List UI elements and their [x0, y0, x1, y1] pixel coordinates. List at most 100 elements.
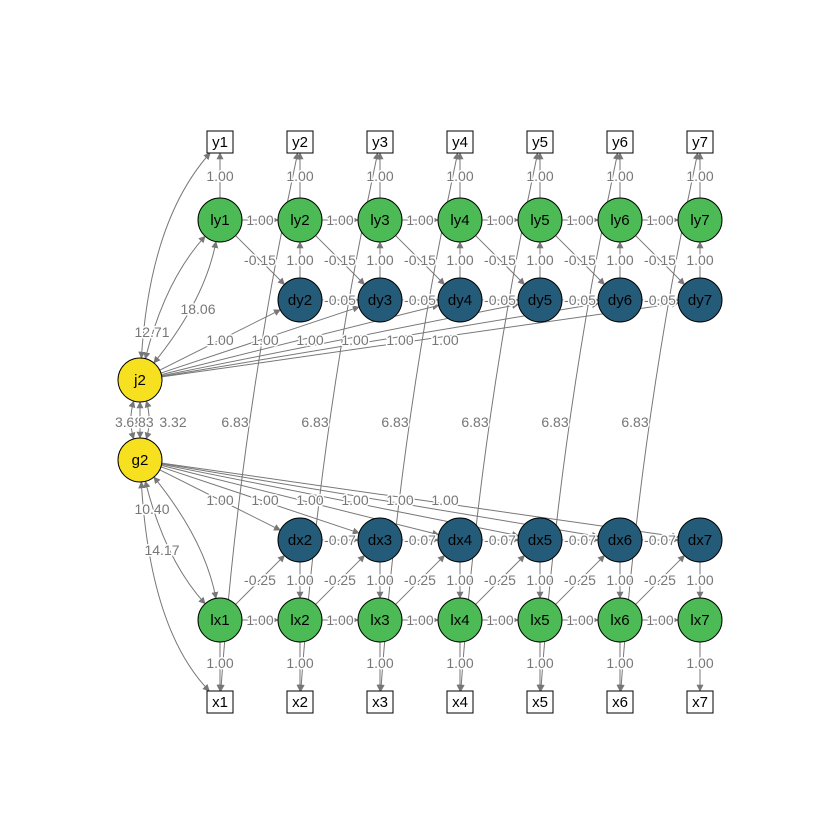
node-label: dy7 [688, 292, 712, 309]
loading-label-x: 1.00 [366, 655, 393, 671]
loading-label-y: 1.00 [286, 168, 313, 184]
ar-x-label: -0.25 [484, 572, 516, 588]
dy-ly-label: 1.00 [686, 252, 713, 268]
observed-box [286, 690, 314, 714]
slope-label-x: 1.00 [296, 492, 323, 508]
node-dy7: dy7 [677, 277, 723, 323]
node-y3: y3 [366, 130, 394, 154]
loading-label-y: 1.00 [366, 168, 393, 184]
node-dy2: dy2 [277, 277, 323, 323]
node-ly1: ly1 [197, 197, 243, 243]
latent-circle [517, 277, 563, 323]
dx-lx-label: 1.00 [446, 572, 473, 588]
loading-label-x: 1.00 [686, 655, 713, 671]
loading-label-y: 1.00 [686, 168, 713, 184]
node-y6: y6 [606, 130, 634, 154]
latent-circle [677, 517, 723, 563]
node-label: lx6 [610, 612, 629, 629]
latent-circle [517, 517, 563, 563]
node-label: dy2 [288, 292, 312, 309]
dx-lx-label: 1.00 [606, 572, 633, 588]
observed-box [286, 130, 314, 154]
slope-label-y: 1.00 [341, 332, 368, 348]
slope-label-x: 1.00 [341, 492, 368, 508]
slope-label-y: 1.00 [206, 332, 233, 348]
node-lx3: lx3 [357, 597, 403, 643]
latent-circle [357, 197, 403, 243]
node-j2: j2 [117, 357, 163, 403]
node-label: dy5 [528, 292, 552, 309]
dy-ar-label: -0.05 [644, 292, 676, 308]
node-ly6: ly6 [597, 197, 643, 243]
nodes-layer: y1 y2 y3 y4 y5 y6 y7 ly1 ly2 ly3 ly4 ly5 ly6 ly7 dy2 dy… [117, 130, 723, 714]
jg-cov-right [144, 400, 152, 440]
ly-path-label: 1.00 [326, 212, 353, 228]
observed-box [526, 130, 554, 154]
node-dy3: dy3 [357, 277, 403, 323]
latent-circle [677, 197, 723, 243]
node-label: x2 [292, 694, 308, 711]
loading-label-x: 1.00 [526, 655, 553, 671]
node-lx6: lx6 [597, 597, 643, 643]
node-x3: x3 [366, 690, 394, 714]
observed-box [686, 690, 714, 714]
observed-box [206, 690, 234, 714]
latent-circle [597, 517, 643, 563]
slope-label-x: 1.00 [386, 492, 413, 508]
node-dy5: dy5 [517, 277, 563, 323]
ar-x-label: -0.25 [564, 572, 596, 588]
dx-lx-label: 1.00 [286, 572, 313, 588]
node-lx7: lx7 [677, 597, 723, 643]
latent-circle [357, 277, 403, 323]
latent-circle [357, 597, 403, 643]
loading-label-y: 1.00 [606, 168, 633, 184]
loading-label-x: 1.00 [286, 655, 313, 671]
latent-circle [357, 517, 403, 563]
node-label: dx4 [448, 532, 472, 549]
node-lx2: lx2 [277, 597, 323, 643]
dx-lx-label: 1.00 [366, 572, 393, 588]
dy-ly-label: 1.00 [446, 252, 473, 268]
node-g2: g2 [117, 437, 163, 483]
dy-ar-label: -0.05 [484, 292, 516, 308]
node-label: dx7 [688, 532, 712, 549]
node-label: lx4 [450, 612, 469, 629]
lx-path-label: 1.00 [406, 612, 433, 628]
node-dy4: dy4 [437, 277, 483, 323]
ar-y-label: -0.15 [564, 252, 596, 268]
slope-label-x: 1.00 [431, 492, 458, 508]
latent-circle [437, 277, 483, 323]
node-dx5: dx5 [517, 517, 563, 563]
node-y2: y2 [286, 130, 314, 154]
dx-ar-label: -0.07 [404, 532, 436, 548]
jg-right-label: 3.32 [159, 414, 186, 430]
node-label: ly5 [530, 212, 549, 229]
lx-path-label: 1.00 [486, 612, 513, 628]
latent-circle [437, 197, 483, 243]
node-dx7: dx7 [677, 517, 723, 563]
intercept-slope-cov-y [143, 235, 206, 360]
node-ly5: ly5 [517, 197, 563, 243]
lx-path-label: 1.00 [646, 612, 673, 628]
ly-path-label: 1.00 [566, 212, 593, 228]
dy-ly-label: 1.00 [526, 252, 553, 268]
node-label: y5 [532, 134, 548, 151]
node-label: y4 [452, 134, 468, 151]
latent-circle [277, 197, 323, 243]
intercept-y1-cov [138, 152, 211, 359]
node-label: j2 [133, 372, 146, 389]
latent-circle [277, 517, 323, 563]
observed-box [206, 130, 234, 154]
ly-path-label: 1.00 [646, 212, 673, 228]
loading-label-x: 1.00 [606, 655, 633, 671]
ar-x-label: -0.25 [244, 572, 276, 588]
latent-circle [597, 277, 643, 323]
node-label: dy6 [608, 292, 632, 309]
observed-box [446, 130, 474, 154]
node-label: lx1 [210, 612, 229, 629]
node-label: x4 [452, 694, 468, 711]
loading-label-y: 1.00 [526, 168, 553, 184]
dy-ar-label: -0.05 [644, 292, 676, 308]
loading-label-y: 1.00 [206, 168, 233, 184]
node-label: ly1 [210, 212, 229, 229]
